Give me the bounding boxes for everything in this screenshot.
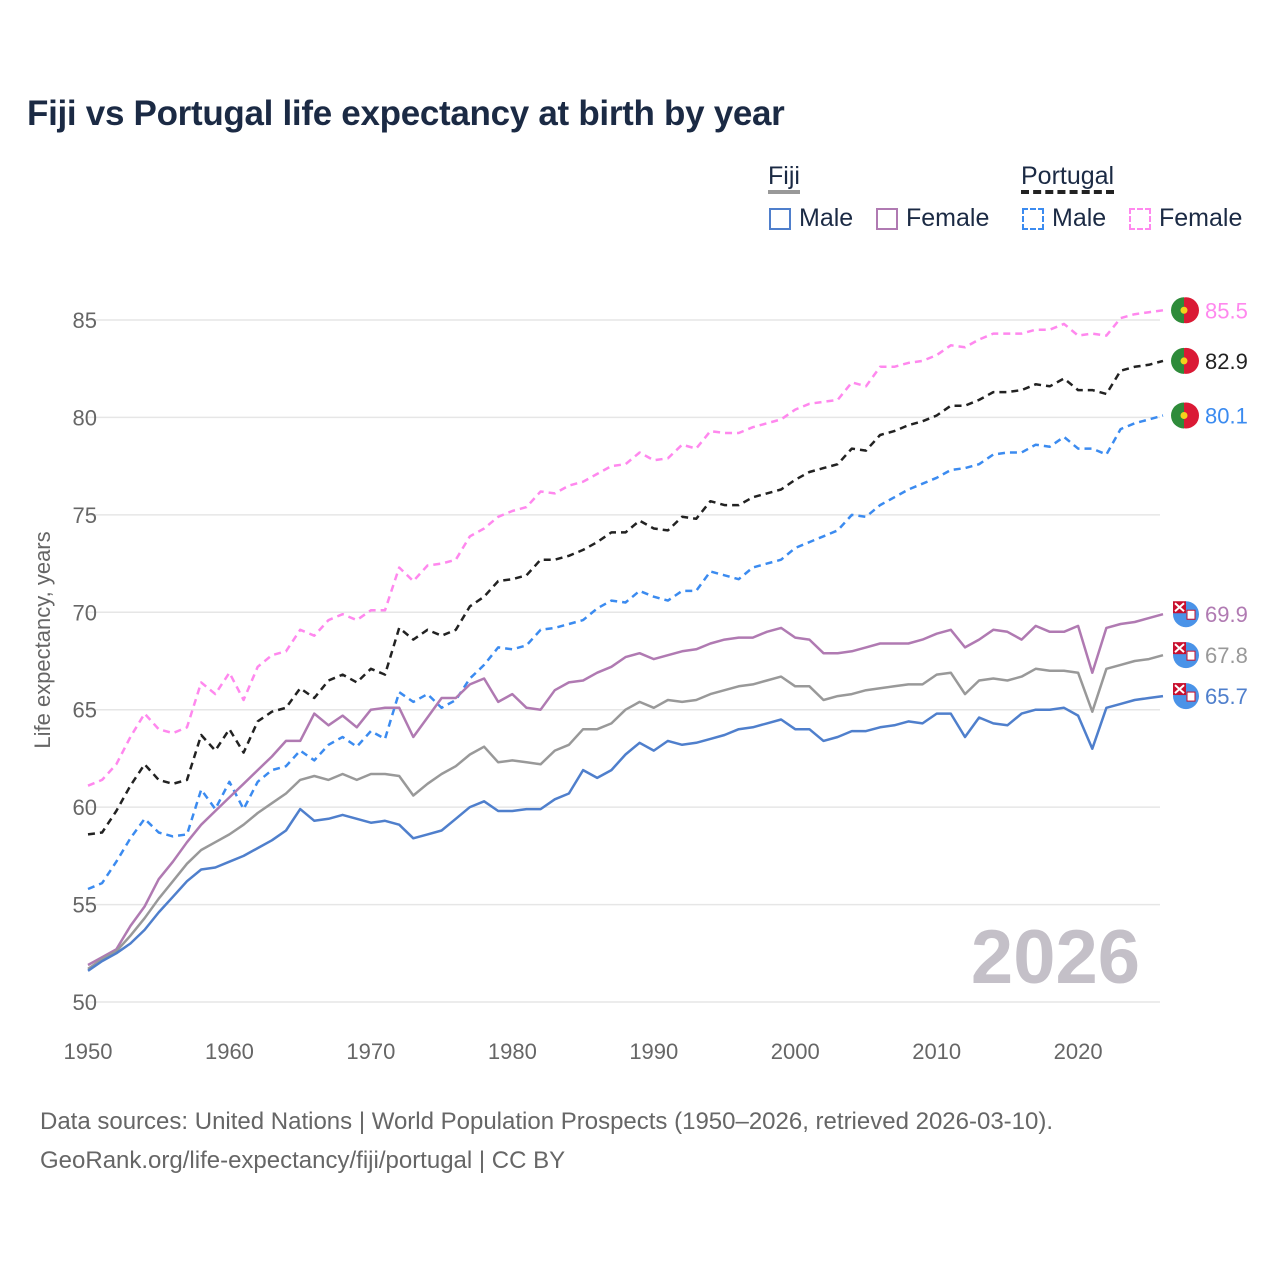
y-tick-label: 50 (73, 990, 97, 1015)
legend-swatch-portugal-female (1129, 208, 1151, 230)
flag-union-cross (1174, 643, 1185, 653)
grid (86, 319, 1160, 1003)
flag-fiji-icon (1173, 601, 1199, 628)
y-tick-label: 65 (73, 698, 97, 723)
flag-portugal-icon (1171, 297, 1199, 324)
y-tick-label: 85 (73, 308, 97, 333)
end-label-fiji-total: 67.8 (1205, 643, 1248, 668)
flag-portugal-icon (1171, 402, 1199, 429)
end-label-fiji-male: 65.7 (1205, 684, 1248, 709)
flag-green (1171, 402, 1184, 429)
legend-swatch-portugal-male (1022, 208, 1044, 230)
x-tick-label: 2020 (1054, 1039, 1103, 1064)
series-line-portugal-male (87, 414, 1164, 891)
x-tick-label: 2010 (912, 1039, 961, 1064)
legend-label-fiji-male: Male (799, 204, 854, 232)
end-label-portugal-female: 85.5 (1205, 298, 1248, 323)
flag-green (1171, 347, 1184, 374)
source-line-1: Data sources: United Nations | World Pop… (40, 1108, 1054, 1135)
flag-fiji-icon (1173, 642, 1199, 669)
series-line-portugal-female (87, 309, 1164, 787)
legend-group-fiji: Fiji (768, 162, 800, 194)
flag-emblem (1180, 411, 1188, 419)
series-line-fiji-total (87, 653, 1164, 970)
flag-emblem (1180, 357, 1188, 365)
y-tick-label: 60 (73, 795, 97, 820)
series-end-labels: 85.5 82.9 80.1 69.9 67.8 65.7 (1171, 297, 1248, 710)
x-tick-label: 1950 (64, 1039, 113, 1064)
flag-green (1171, 297, 1184, 324)
x-axis-ticks: 1950 1960 1970 1980 1990 2000 2010 2020 (64, 1039, 1103, 1064)
flag-shield (1186, 650, 1196, 661)
y-axis-label: Life expectancy, years (30, 531, 55, 748)
series-line-fiji-male (87, 694, 1164, 972)
legend-group-portugal: Portugal (1021, 162, 1115, 194)
y-tick-label: 80 (73, 405, 97, 430)
y-tick-label: 70 (73, 600, 97, 625)
series-lines (87, 309, 1164, 972)
end-label-portugal-total: 82.9 (1205, 349, 1248, 374)
x-tick-label: 2000 (771, 1039, 820, 1064)
series-line-portugal-total (87, 359, 1164, 836)
flag-shield (1186, 691, 1196, 702)
x-tick-label: 1980 (488, 1039, 537, 1064)
y-tick-label: 75 (73, 503, 97, 528)
x-tick-label: 1990 (629, 1039, 678, 1064)
legend-label-portugal-female: Female (1159, 204, 1243, 232)
y-tick-label: 55 (73, 893, 97, 918)
legend-label-portugal-male: Male (1052, 204, 1107, 232)
chart-title: Fiji vs Portugal life expectancy at birt… (27, 94, 785, 133)
legend-label-fiji-female: Female (906, 204, 990, 232)
legend-swatch-fiji-female (876, 208, 898, 230)
source-line-2: GeoRank.org/life-expectancy/fiji/portuga… (40, 1147, 566, 1174)
series-line-fiji-female (87, 612, 1164, 967)
flag-shield (1186, 609, 1196, 620)
flag-portugal-icon (1171, 347, 1199, 374)
y-axis-ticks: 50 55 60 65 70 75 80 85 (73, 308, 97, 1015)
flag-fiji-icon (1173, 683, 1199, 710)
legend-swatch-fiji-male (769, 208, 791, 230)
end-label-fiji-female: 69.9 (1205, 602, 1248, 627)
end-label-portugal-male: 80.1 (1205, 403, 1248, 428)
flag-union-cross (1174, 602, 1185, 612)
flag-emblem (1180, 306, 1188, 314)
year-watermark: 2026 (971, 915, 1140, 1000)
x-tick-label: 1970 (346, 1039, 395, 1064)
x-tick-label: 1960 (205, 1039, 254, 1064)
flag-union-cross (1174, 684, 1185, 694)
